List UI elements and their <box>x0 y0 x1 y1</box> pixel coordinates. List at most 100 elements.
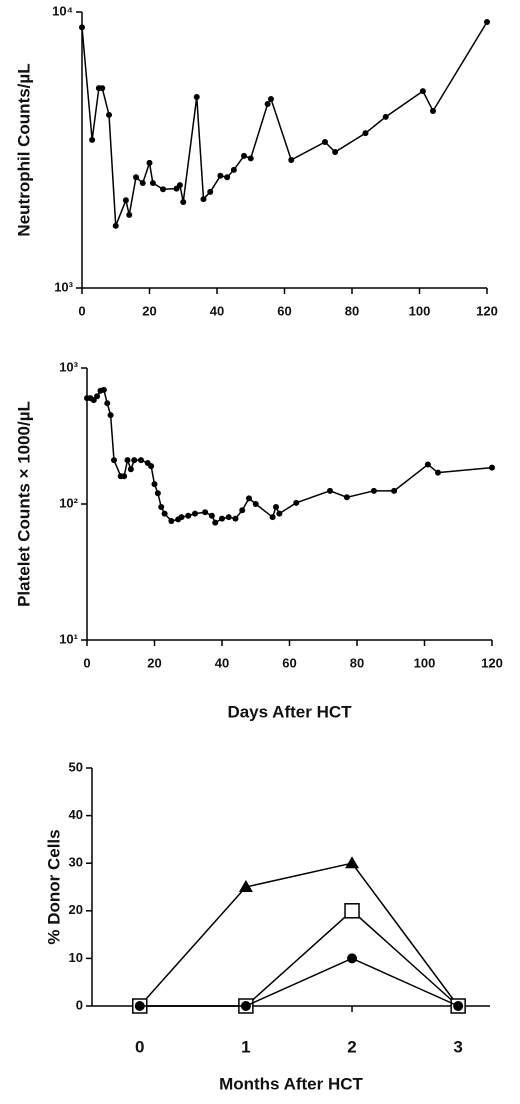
marker <box>230 166 237 173</box>
marker <box>178 514 185 521</box>
marker <box>212 519 219 526</box>
marker <box>111 457 117 464</box>
marker <box>241 152 247 159</box>
marker <box>168 517 175 524</box>
marker <box>419 88 426 95</box>
marker <box>154 490 161 497</box>
x-tick-label: 120 <box>481 655 503 670</box>
y-axis-label: % Donor Cells <box>44 829 63 944</box>
marker <box>131 457 138 464</box>
marker <box>345 856 360 869</box>
marker <box>122 197 129 204</box>
y-tick-label: 10 <box>69 950 83 965</box>
marker <box>138 457 144 464</box>
y-tick-label: 10¹ <box>59 631 78 646</box>
marker <box>269 514 276 521</box>
marker <box>202 509 209 516</box>
x-tick-label: 40 <box>210 303 224 318</box>
x-axis-label: Months After HCT <box>219 1074 363 1093</box>
x-tick-label: 20 <box>142 303 156 318</box>
marker <box>246 495 252 502</box>
marker <box>207 188 214 195</box>
marker <box>489 464 495 471</box>
marker <box>127 466 134 473</box>
x-tick-label: 60 <box>277 303 291 318</box>
marker <box>424 461 431 468</box>
x-tick-label: 60 <box>282 655 296 670</box>
marker <box>99 85 106 92</box>
marker <box>148 463 155 470</box>
marker <box>264 101 271 108</box>
marker <box>121 473 128 480</box>
marker <box>107 412 114 419</box>
line <box>81 21 488 227</box>
marker <box>133 174 139 181</box>
x-tick-label: 0 <box>83 655 90 670</box>
y-tick-label: 10² <box>59 495 78 510</box>
line <box>87 389 493 524</box>
x-axis-label: Days After HCT <box>227 702 352 721</box>
marker <box>134 1001 145 1011</box>
x-tick-label: 80 <box>350 655 364 670</box>
marker <box>176 182 183 189</box>
marker <box>382 113 389 120</box>
marker <box>288 156 295 163</box>
marker <box>322 139 328 146</box>
y-tick-label: 10³ <box>54 279 73 294</box>
marker <box>126 211 133 218</box>
marker <box>139 180 146 187</box>
y-axis-label: Platelet Counts × 1000/µL <box>14 401 33 607</box>
x-tick-label: 40 <box>215 655 229 670</box>
marker <box>232 515 239 522</box>
y-tick-label: 30 <box>69 855 83 870</box>
marker <box>100 386 107 393</box>
line <box>139 862 459 1007</box>
marker <box>391 487 398 494</box>
x-tick-label: 80 <box>345 303 359 318</box>
marker <box>435 469 441 476</box>
x-tick-label: 2 <box>347 1037 356 1056</box>
marker <box>343 494 350 501</box>
marker <box>344 903 360 919</box>
marker <box>104 400 111 407</box>
marker <box>370 487 377 494</box>
y-axis-label: Neutrophil Counts/µL <box>14 63 33 236</box>
marker <box>192 510 198 517</box>
marker <box>193 94 200 101</box>
marker <box>224 174 231 181</box>
x-tick-label: 20 <box>147 655 161 670</box>
y-tick-label: 10³ <box>59 359 78 374</box>
marker <box>146 159 153 166</box>
marker <box>453 1001 464 1011</box>
marker <box>268 95 274 102</box>
marker <box>208 512 215 519</box>
marker <box>252 501 259 507</box>
marker <box>112 222 119 229</box>
marker <box>430 107 436 114</box>
marker <box>225 514 232 521</box>
y-tick-label: 0 <box>76 997 83 1012</box>
marker <box>160 186 166 193</box>
line <box>139 957 459 1007</box>
line <box>139 909 459 1007</box>
marker <box>276 510 283 517</box>
marker <box>94 393 101 400</box>
marker <box>238 880 253 892</box>
y-tick-label: 10⁴ <box>52 3 73 18</box>
marker <box>90 397 97 404</box>
marker <box>149 180 156 187</box>
x-tick-label: 1 <box>241 1037 250 1056</box>
marker <box>106 111 112 118</box>
marker <box>185 512 192 519</box>
x-tick-label: 120 <box>476 303 498 318</box>
marker <box>362 130 369 137</box>
marker <box>89 136 96 143</box>
marker <box>158 504 165 511</box>
marker <box>484 18 490 25</box>
y-tick-label: 40 <box>69 807 83 822</box>
x-tick-label: 100 <box>409 303 431 318</box>
marker <box>219 515 225 522</box>
marker <box>239 507 246 514</box>
x-tick-label: 0 <box>78 303 85 318</box>
